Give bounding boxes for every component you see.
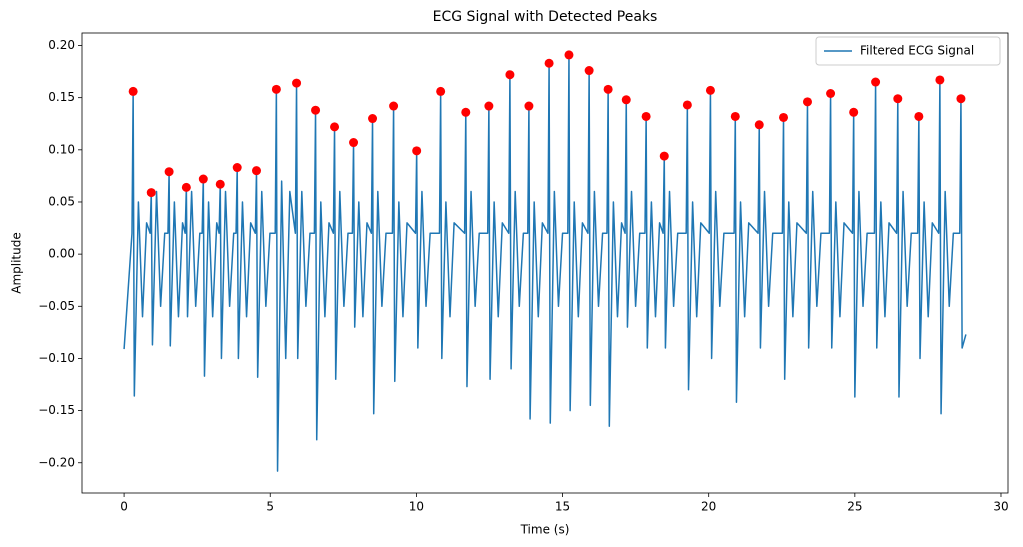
peak-marker bbox=[544, 58, 554, 68]
peak-marker bbox=[682, 100, 692, 110]
peak-marker bbox=[754, 120, 764, 130]
peak-marker bbox=[146, 188, 156, 198]
peak-marker bbox=[484, 101, 494, 111]
peak-marker bbox=[524, 101, 534, 111]
y-tick-label: 0.15 bbox=[48, 90, 75, 104]
peak-marker bbox=[603, 84, 613, 94]
peak-marker bbox=[349, 138, 359, 148]
peak-marker bbox=[564, 50, 574, 60]
y-tick-label: −0.15 bbox=[38, 403, 75, 417]
x-tick-label: 15 bbox=[555, 500, 570, 514]
peak-marker bbox=[641, 111, 651, 121]
peak-marker bbox=[252, 166, 262, 176]
peak-marker bbox=[271, 84, 281, 94]
peak-marker bbox=[128, 86, 138, 96]
y-tick-label: 0.10 bbox=[48, 142, 75, 156]
signal-line bbox=[123, 54, 967, 472]
peak-marker bbox=[389, 101, 399, 111]
x-tick-label: 5 bbox=[266, 500, 274, 514]
peak-marker bbox=[215, 179, 225, 189]
x-tick-label: 0 bbox=[120, 500, 128, 514]
peak-marker bbox=[935, 75, 945, 85]
peak-marker bbox=[621, 95, 631, 105]
peak-marker bbox=[164, 167, 174, 177]
x-tick-label: 25 bbox=[847, 500, 862, 514]
plot-frame bbox=[81, 32, 1009, 494]
peak-marker bbox=[292, 78, 302, 88]
peak-marker bbox=[330, 122, 340, 132]
peak-marker bbox=[368, 114, 378, 124]
peak-marker bbox=[181, 182, 191, 192]
peak-marker bbox=[730, 111, 740, 121]
y-axis-label: Amplitude bbox=[10, 232, 24, 294]
peak-marker bbox=[436, 86, 446, 96]
y-tick-label: 0.20 bbox=[48, 38, 75, 52]
x-tick-label: 10 bbox=[409, 500, 424, 514]
peak-marker bbox=[584, 66, 594, 76]
peak-marker bbox=[826, 88, 836, 98]
x-tick-label: 20 bbox=[701, 500, 716, 514]
y-tick-label: 0.00 bbox=[48, 247, 75, 261]
peak-marker bbox=[412, 146, 422, 156]
y-tick-label: −0.05 bbox=[38, 299, 75, 313]
peak-marker bbox=[505, 70, 515, 80]
peak-marker bbox=[914, 111, 924, 121]
peak-marker bbox=[849, 107, 859, 117]
peak-marker bbox=[893, 94, 903, 104]
peak-marker bbox=[705, 85, 715, 95]
peak-marker bbox=[232, 163, 242, 173]
legend-box bbox=[815, 36, 1001, 66]
x-axis-label: Time (s) bbox=[520, 523, 570, 537]
peak-marker bbox=[956, 94, 966, 104]
peak-marker bbox=[198, 174, 208, 184]
y-tick-label: −0.20 bbox=[38, 455, 75, 469]
legend-label: Filtered ECG Signal bbox=[860, 44, 974, 58]
peak-marker bbox=[311, 105, 321, 115]
peak-marker bbox=[871, 77, 881, 87]
chart-title: ECG Signal with Detected Peaks bbox=[433, 9, 658, 25]
peak-marker bbox=[779, 112, 789, 122]
y-tick-label: −0.10 bbox=[38, 351, 75, 365]
peak-marker bbox=[461, 107, 471, 117]
peak-marker bbox=[659, 151, 669, 161]
x-tick-label: 30 bbox=[993, 500, 1008, 514]
y-tick-label: 0.05 bbox=[48, 194, 75, 208]
peak-marker bbox=[802, 97, 812, 107]
